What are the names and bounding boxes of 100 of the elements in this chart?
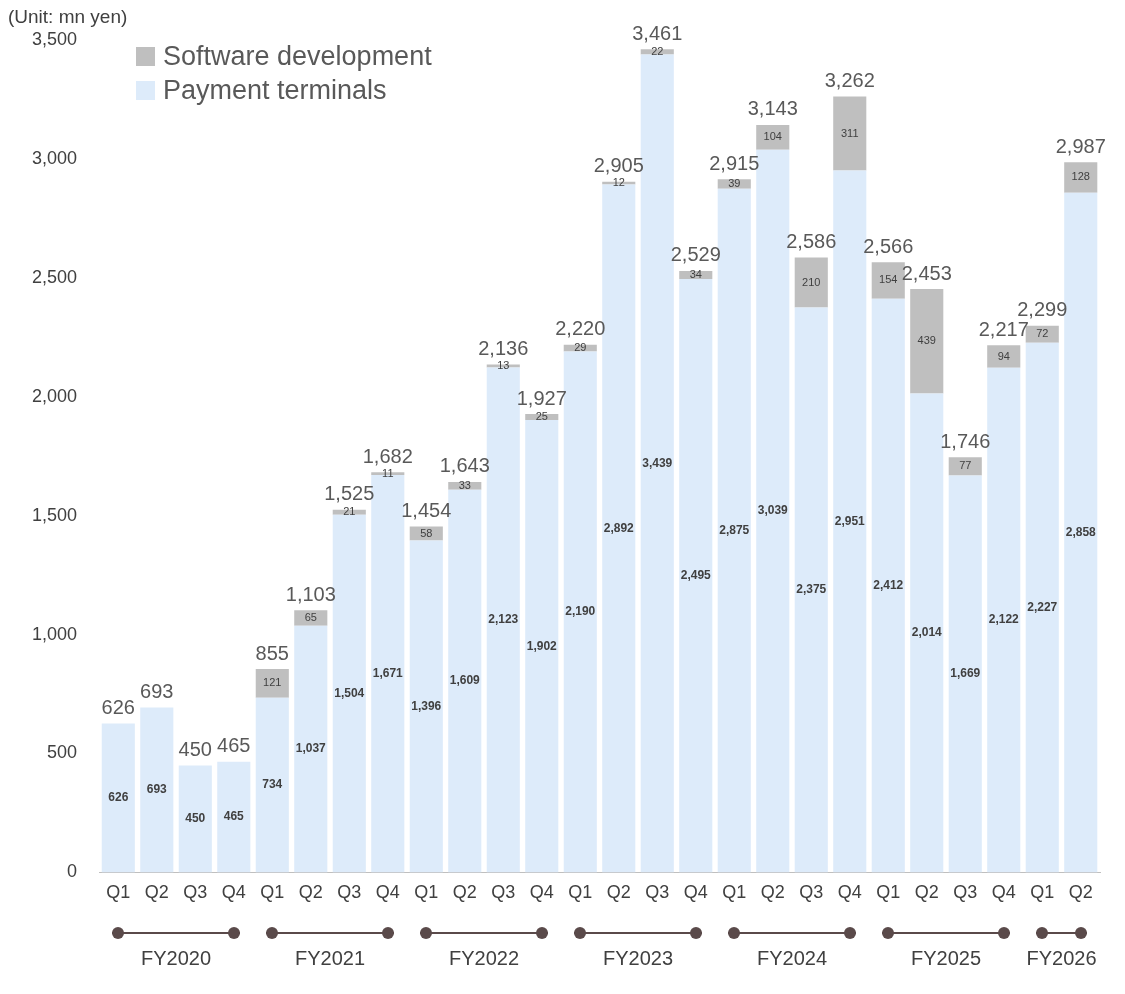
x-tick-label: Q3 <box>183 882 208 903</box>
x-tick-label: Q2 <box>298 882 323 903</box>
data-label: 72 <box>1036 327 1049 340</box>
total-label: 3,262 <box>824 69 875 92</box>
total-label: 693 <box>140 680 174 703</box>
bar <box>756 124 790 150</box>
x-tick-label: Q2 <box>1068 882 1093 903</box>
data-label: 65 <box>304 611 317 624</box>
total-label: 855 <box>255 641 289 664</box>
data-label: 128 <box>1071 170 1090 183</box>
data-label: 1,902 <box>526 638 558 653</box>
total-label: 2,566 <box>863 234 914 257</box>
data-label: 450 <box>185 811 206 826</box>
total-label: 465 <box>217 734 251 757</box>
x-tick-label: Q4 <box>837 882 862 903</box>
bar <box>679 279 713 873</box>
data-label: 104 <box>763 130 782 143</box>
total-label: 1,927 <box>516 386 567 409</box>
legend-label: Payment terminals <box>163 74 387 106</box>
total-label: 626 <box>101 696 135 719</box>
x-tick-label: Q3 <box>337 882 362 903</box>
bar <box>1025 342 1059 873</box>
data-label: 58 <box>420 526 433 539</box>
data-label: 121 <box>263 676 282 689</box>
x-tick-label: Q3 <box>799 882 824 903</box>
y-tick-label: 3,000 <box>32 147 78 168</box>
y-tick-label: 1,500 <box>32 504 78 525</box>
x-tick-label: Q2 <box>760 882 785 903</box>
total-label: 2,987 <box>1055 134 1106 157</box>
data-label: 2,375 <box>796 582 827 597</box>
data-label: 77 <box>959 459 972 472</box>
y-tick-label: 1,000 <box>32 623 78 644</box>
text: FY2025 <box>910 947 982 971</box>
total-label: 2,915 <box>709 151 760 174</box>
total-label: 450 <box>178 737 212 760</box>
data-label: 1,504 <box>334 685 365 700</box>
bar <box>178 765 212 873</box>
data-label: 2,122 <box>988 612 1020 627</box>
bar <box>294 625 328 873</box>
data-label: 22 <box>651 44 664 57</box>
data-label: 13 <box>497 358 510 371</box>
data-label: 29 <box>574 341 587 354</box>
x-tick-label: Q2 <box>606 882 631 903</box>
x-tick-label: Q2 <box>144 882 169 903</box>
data-label: 1,609 <box>449 673 481 688</box>
x-tick-label: Q2 <box>914 882 939 903</box>
bar <box>871 298 905 873</box>
x-tick-label: Q4 <box>529 882 554 903</box>
x-tick-label: Q1 <box>260 882 285 903</box>
data-label: 154 <box>879 273 898 286</box>
data-label: 1,396 <box>411 698 442 713</box>
data-label: 2,123 <box>488 612 519 627</box>
data-label: 693 <box>146 782 168 797</box>
total-label: 1,454 <box>401 499 452 522</box>
x-tick-label: Q4 <box>375 882 400 903</box>
bar <box>217 761 251 873</box>
total-label: 2,220 <box>555 317 606 340</box>
data-label: 12 <box>612 176 625 189</box>
x-tick-label: Q1 <box>568 882 593 903</box>
data-label: 626 <box>108 790 129 805</box>
bar <box>910 289 944 394</box>
bar <box>294 610 328 626</box>
bar <box>948 475 982 873</box>
x-tick-label: Q3 <box>953 882 978 903</box>
data-label: 2,014 <box>911 625 943 640</box>
bar <box>409 540 443 873</box>
data-label: 1,671 <box>372 666 404 681</box>
data-label: 39 <box>728 177 741 190</box>
y-tick-label: 0 <box>67 861 78 882</box>
total-label: 2,586 <box>786 230 837 253</box>
x-tick-label: Q4 <box>221 882 246 903</box>
bar <box>640 49 674 55</box>
total-label: 1,643 <box>439 454 490 477</box>
total-label: 3,143 <box>747 97 798 120</box>
text: FY2026 <box>1026 947 1097 971</box>
x-tick-label: Q1 <box>106 882 131 903</box>
x-tick-label: Q1 <box>876 882 901 903</box>
bar <box>833 96 867 171</box>
legend-label: Software development <box>163 40 432 72</box>
y-axis-title: (Unit: mn yen) <box>8 6 128 28</box>
bar <box>1064 162 1098 193</box>
bar <box>794 307 828 873</box>
total-label: 1,746 <box>940 429 991 452</box>
total-label: 2,136 <box>478 336 529 359</box>
data-label: 21 <box>343 505 356 518</box>
total-label: 2,529 <box>670 243 721 266</box>
x-tick-label: Q1 <box>414 882 439 903</box>
total-label: 1,525 <box>324 482 375 505</box>
bar <box>987 345 1021 368</box>
total-label: 3,461 <box>632 21 683 44</box>
text: FY2024 <box>756 947 828 971</box>
data-label: 1,669 <box>950 666 981 681</box>
data-label: 25 <box>535 410 548 423</box>
bar <box>255 697 289 873</box>
data-label: 2,412 <box>873 577 904 592</box>
bar <box>948 457 982 476</box>
total-label: 1,103 <box>285 582 336 605</box>
data-label: 311 <box>840 126 859 139</box>
bar <box>140 707 174 873</box>
x-tick-label: Q2 <box>452 882 477 903</box>
